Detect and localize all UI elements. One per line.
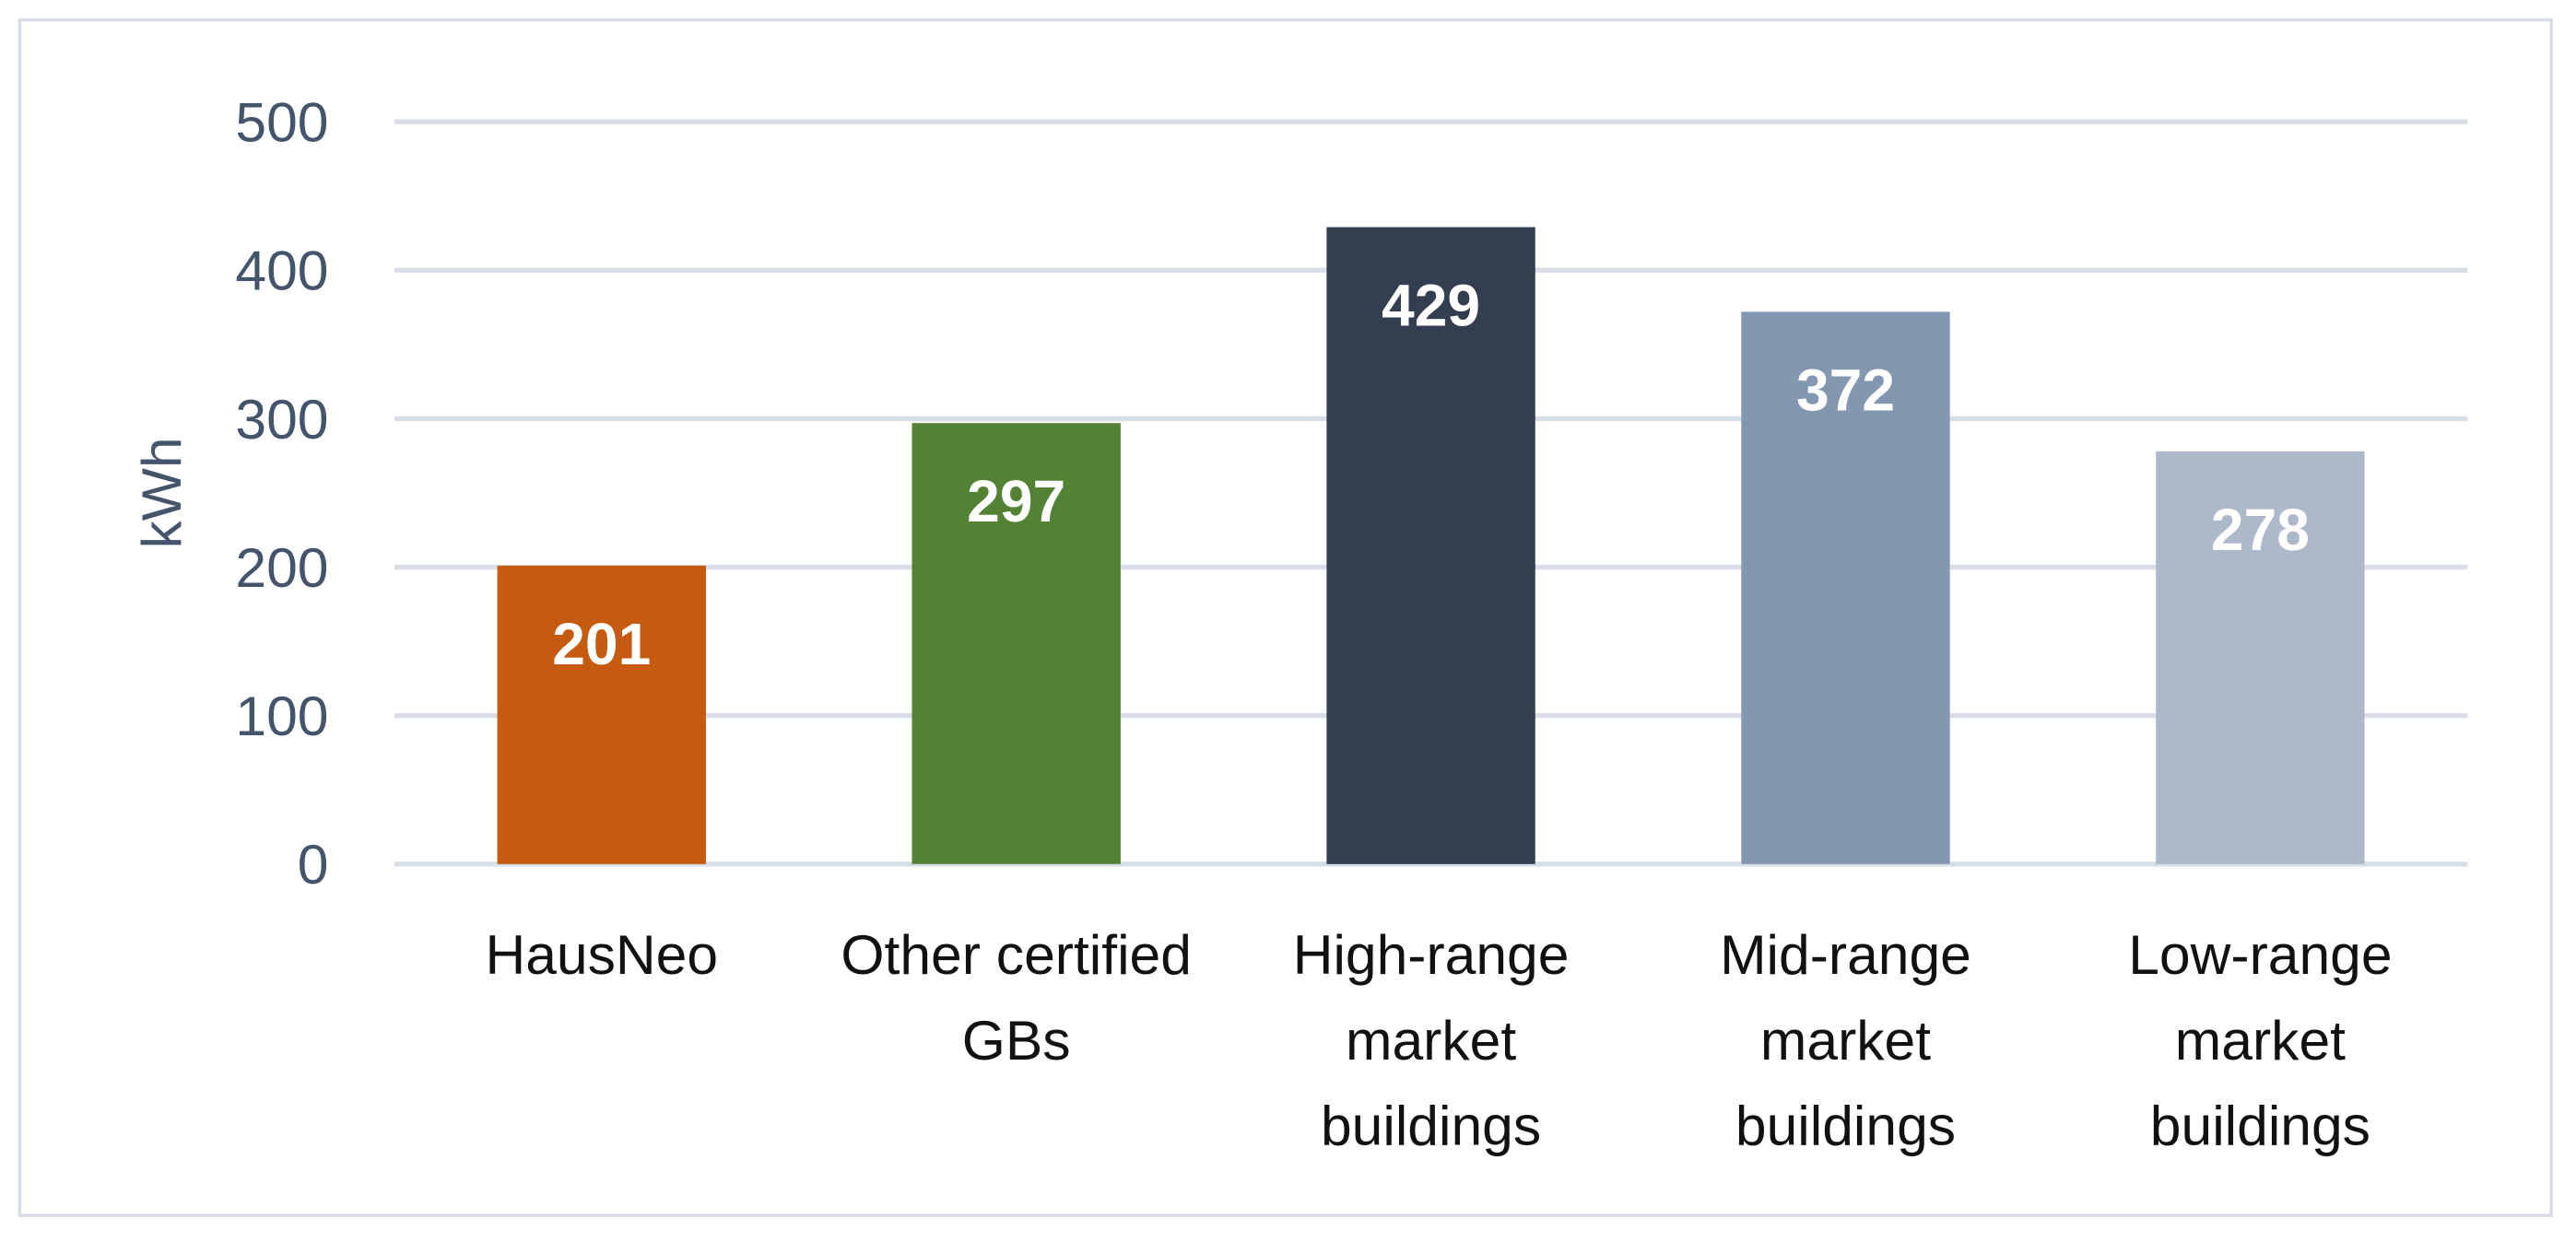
bar: [2156, 451, 2365, 864]
data-label: 297: [967, 468, 1065, 534]
bar: [1741, 311, 1950, 864]
x-tick-label: HausNeo: [485, 923, 718, 986]
x-tick-label: buildings: [2150, 1095, 2370, 1157]
y-tick-label: 0: [298, 833, 329, 896]
x-tick-label: Other certified: [841, 923, 1192, 986]
x-tick-label: Low-range: [2128, 923, 2392, 986]
y-tick-label: 500: [235, 91, 328, 154]
y-tick-label: 100: [235, 685, 328, 747]
x-tick-label: market: [2175, 1009, 2346, 1072]
x-tick-label: High-range: [1293, 923, 1570, 986]
bar: [1326, 227, 1535, 864]
chart-border: [18, 18, 2554, 1218]
bar: [497, 565, 706, 864]
y-tick-label: 200: [235, 536, 328, 599]
data-label: 278: [2211, 497, 2310, 563]
x-tick-label: buildings: [1735, 1095, 1956, 1157]
x-tick-label: buildings: [1321, 1095, 1541, 1157]
data-label: 201: [552, 611, 651, 677]
y-tick-label: 300: [235, 388, 328, 451]
x-tick-label: GBs: [962, 1009, 1071, 1072]
y-tick-label: 400: [235, 240, 328, 302]
data-label: 372: [1796, 357, 1895, 423]
x-tick-label: market: [1760, 1009, 1931, 1072]
x-tick-label: market: [1346, 1009, 1516, 1072]
x-tick-label: Mid-range: [1720, 923, 1971, 986]
y-axis-label: kWh: [130, 437, 193, 548]
bar: [912, 423, 1121, 864]
data-label: 429: [1382, 272, 1480, 338]
